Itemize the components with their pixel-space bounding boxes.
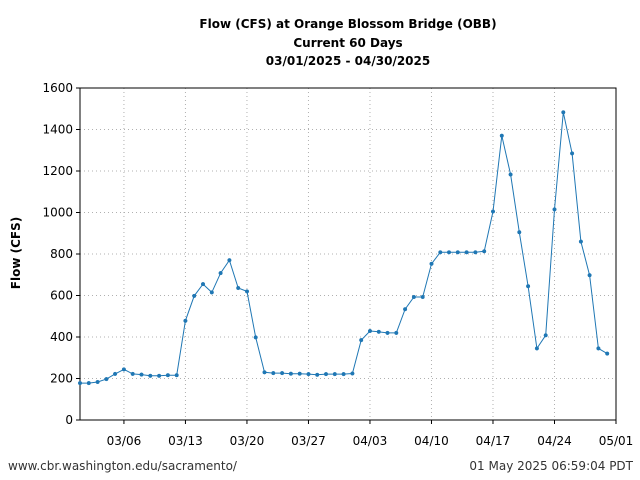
y-tick-label: 1200 — [42, 164, 73, 178]
x-tick-label: 03/06 — [107, 434, 142, 448]
data-point — [517, 230, 522, 235]
chart-title-line-2: Current 60 Days — [293, 36, 402, 50]
data-point — [403, 307, 408, 312]
data-point — [86, 381, 91, 386]
data-point — [306, 372, 311, 377]
chart-title: Flow (CFS) at Orange Blossom Bridge (OBB… — [199, 17, 496, 68]
data-point — [596, 346, 601, 351]
data-point — [244, 289, 250, 294]
data-point — [209, 290, 214, 295]
data-point — [332, 372, 337, 377]
x-tick-label: 04/17 — [476, 434, 511, 448]
y-tick-label: 200 — [50, 372, 73, 386]
data-point — [174, 373, 179, 378]
y-tick-label: 1400 — [42, 123, 73, 137]
data-point — [605, 351, 610, 356]
data-point — [394, 330, 399, 335]
data-point — [288, 371, 293, 376]
data-point — [438, 250, 443, 255]
data-point — [508, 172, 513, 177]
data-point — [578, 239, 583, 244]
y-axis-label: Flow (CFS) — [9, 217, 23, 289]
y-axis: 0 200 400 600 800 1000 1200 1400 1600 — [42, 81, 80, 427]
plot-frame — [79, 87, 617, 421]
data-point — [104, 377, 109, 382]
data-point — [367, 328, 373, 334]
footer-source-url[interactable]: www.cbr.washington.edu/sacramento/ — [8, 459, 238, 473]
data-point — [385, 330, 390, 335]
data-point — [376, 329, 381, 334]
data-point — [420, 294, 425, 300]
data-point — [148, 373, 153, 378]
data-point — [121, 367, 126, 372]
data-point — [236, 285, 241, 291]
chart-title-line-1: Flow (CFS) at Orange Blossom Bridge (OBB… — [199, 17, 496, 31]
data-point — [411, 294, 416, 300]
data-point — [534, 346, 539, 351]
data-point — [473, 250, 478, 255]
data-point — [113, 371, 118, 376]
data-point — [297, 371, 302, 376]
data-point — [192, 293, 197, 298]
x-tick-label: 04/03 — [353, 434, 388, 448]
grid-lines — [80, 88, 616, 420]
data-point — [227, 258, 232, 263]
data-point — [429, 261, 434, 266]
footer-timestamp: 01 May 2025 06:59:04 PDT — [469, 459, 633, 473]
y-tick-label: 400 — [50, 330, 73, 344]
x-axis: 03/06 03/13 03/20 03/27 04/03 04/10 04/17 04/24… — [107, 420, 634, 448]
data-point — [165, 373, 170, 378]
data-point — [341, 372, 346, 377]
x-tick-label: 03/27 — [291, 434, 326, 448]
data-point — [200, 282, 206, 287]
series-line — [80, 112, 608, 384]
data-point — [455, 250, 460, 255]
data-point — [157, 373, 162, 378]
data-point — [253, 335, 258, 340]
y-tick-label: 0 — [65, 413, 73, 427]
x-tick-label: 04/10 — [414, 434, 449, 448]
data-point — [446, 250, 452, 255]
data-point — [526, 284, 531, 289]
data-point — [183, 318, 188, 323]
data-point — [139, 372, 144, 377]
data-point — [587, 273, 592, 278]
data-point — [543, 333, 548, 338]
x-tick-label: 04/24 — [537, 434, 572, 448]
data-point — [499, 133, 504, 138]
data-point — [482, 249, 487, 254]
data-point — [262, 370, 267, 375]
y-tick-label: 1600 — [42, 81, 73, 95]
x-tick-label: 03/20 — [230, 434, 265, 448]
data-point — [350, 371, 355, 376]
data-point — [464, 250, 469, 255]
data-point — [552, 207, 557, 212]
chart-title-line-3: 03/01/2025 - 04/30/2025 — [266, 54, 430, 68]
y-tick-label: 600 — [50, 289, 73, 303]
y-tick-label: 800 — [50, 247, 73, 261]
data-point — [130, 371, 135, 376]
flow-series — [77, 110, 610, 386]
data-point — [77, 381, 83, 386]
data-point — [280, 371, 285, 376]
data-point — [570, 151, 575, 156]
data-point — [315, 372, 320, 377]
data-point — [95, 379, 100, 385]
data-point — [359, 338, 364, 343]
x-tick-label: 05/01 — [599, 434, 634, 448]
data-point — [218, 271, 223, 276]
data-point — [271, 371, 276, 376]
data-point — [490, 209, 496, 214]
x-tick-label: 03/13 — [168, 434, 203, 448]
y-tick-label: 1000 — [42, 206, 73, 220]
data-point — [561, 110, 566, 115]
data-point — [323, 372, 329, 377]
